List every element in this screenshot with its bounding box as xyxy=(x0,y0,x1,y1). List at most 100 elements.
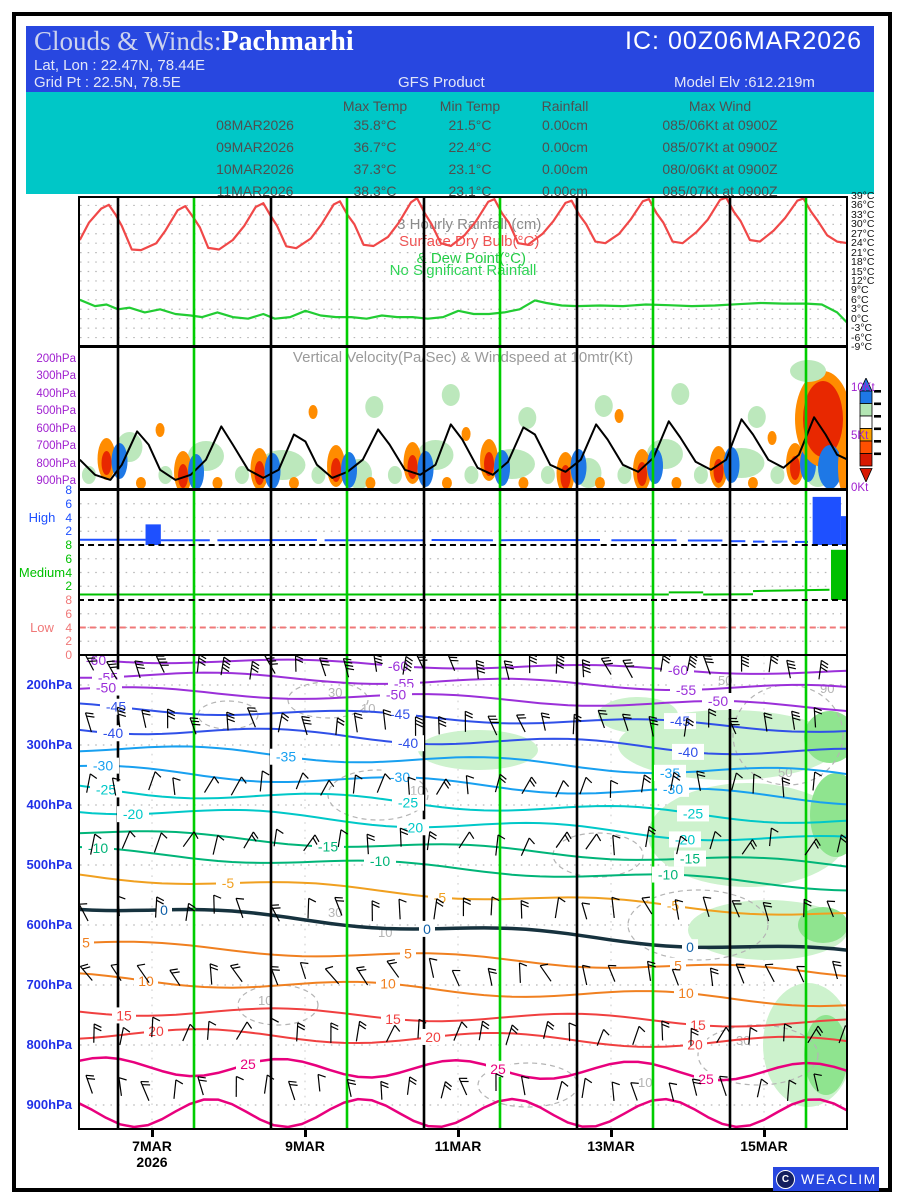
high-cloud-panel xyxy=(79,490,848,545)
svg-text:-50: -50 xyxy=(96,680,116,696)
table-cell: 0.00cm xyxy=(542,139,588,155)
divider xyxy=(78,653,848,656)
svg-text:-10: -10 xyxy=(658,867,678,883)
table-cell: 085/07Kt at 0900Z xyxy=(662,183,778,199)
svg-text:-60: -60 xyxy=(668,662,688,678)
svg-text:10: 10 xyxy=(380,976,396,992)
svg-text:-20: -20 xyxy=(403,819,423,835)
svg-text:-30: -30 xyxy=(390,769,410,785)
title-prefix: Clouds & Winds: xyxy=(34,26,222,56)
svg-text:-15: -15 xyxy=(680,851,700,867)
table-header: Rainfall xyxy=(541,98,589,114)
page-border xyxy=(12,12,892,1192)
vv-panel-title: Vertical Velocity(Pa/Sec) & Windspeed at… xyxy=(292,349,634,366)
svg-text:-25: -25 xyxy=(398,795,418,811)
table-cell: 0.00cm xyxy=(542,161,588,177)
divider-dashed xyxy=(78,599,848,601)
vertical-velocity-panel xyxy=(79,347,848,490)
svg-text:10: 10 xyxy=(138,973,154,989)
table-cell: 22.4°C xyxy=(448,139,492,155)
svg-text:25: 25 xyxy=(490,1061,506,1077)
svg-text:-40: -40 xyxy=(678,744,698,760)
table-cell: 0.00cm xyxy=(542,117,588,133)
header-title-row: Clouds & Winds:Pachmarhi IC: 00Z06MAR202… xyxy=(26,26,874,57)
low-cloud-panel xyxy=(79,600,848,655)
svg-text:-25: -25 xyxy=(96,781,116,797)
gridpt-text: Grid Pt : 22.5N, 78.5E xyxy=(34,74,181,91)
svg-text:-10: -10 xyxy=(370,853,390,869)
table-cell: 085/06Kt at 0900Z xyxy=(662,117,778,133)
divider-dashed xyxy=(78,544,848,546)
table-header: Min Temp xyxy=(439,98,501,114)
dewpoint-title: & Dew Point(°C) xyxy=(416,250,527,267)
svg-text:10: 10 xyxy=(258,993,272,1008)
svg-text:-20: -20 xyxy=(123,806,143,822)
svg-text:10: 10 xyxy=(678,985,694,1001)
model-elev-text: Model Elv :612.219m xyxy=(674,74,815,91)
svg-text:-55: -55 xyxy=(676,682,696,698)
svg-text:-50: -50 xyxy=(708,693,728,709)
table-row: 09MAR2026 36.7°C 22.4°C 0.00cm 085/07Kt at 0… xyxy=(26,138,874,156)
latlon-row: Lat, Lon : 22.47N, 78.44E xyxy=(26,57,874,74)
svg-text:5: 5 xyxy=(82,935,90,951)
product-text: GFS Product xyxy=(398,74,485,91)
table-cell: 23.1°C xyxy=(448,183,492,199)
svg-text:20: 20 xyxy=(425,1029,441,1045)
logo-text: WEACLIM xyxy=(801,1171,877,1187)
svg-text:30: 30 xyxy=(736,1033,750,1048)
svg-text:0: 0 xyxy=(686,939,694,955)
table-header: Max Wind xyxy=(688,98,752,114)
svg-text:-5: -5 xyxy=(667,898,680,914)
station-name: Pachmarhi xyxy=(221,26,354,57)
svg-text:25: 25 xyxy=(240,1056,256,1072)
svg-text:10: 10 xyxy=(638,1075,652,1090)
svg-text:-45: -45 xyxy=(390,706,410,722)
svg-text:-5: -5 xyxy=(222,875,235,891)
table-cell: 36.7°C xyxy=(353,139,397,155)
svg-text:-40: -40 xyxy=(398,735,418,751)
table-header: Max Temp xyxy=(342,98,408,114)
svg-text:-25: -25 xyxy=(683,805,703,821)
svg-text:-40: -40 xyxy=(103,725,123,741)
svg-text:-15: -15 xyxy=(318,839,338,855)
table-cell: 38.3°C xyxy=(353,183,397,199)
svg-text:5: 5 xyxy=(674,958,682,974)
svg-text:0: 0 xyxy=(423,921,431,937)
weaclim-logo[interactable]: C WEACLIM xyxy=(773,1167,879,1191)
table-cell: 35.8°C xyxy=(353,117,397,133)
table-row: 11MAR2026 38.3°C 23.1°C 0.00cm 085/07Kt at 0… xyxy=(26,182,874,200)
table-cell: 08MAR2026 xyxy=(216,117,294,133)
gridpt-row: Grid Pt : 22.5N, 78.5E GFS Product Model… xyxy=(26,74,874,91)
surface-temp-dew-panel xyxy=(78,196,848,347)
table-cell: 09MAR2026 xyxy=(216,139,294,155)
table-cell: 37.3°C xyxy=(353,161,397,177)
medium-cloud-panel xyxy=(79,545,848,600)
svg-text:15: 15 xyxy=(116,1007,132,1023)
svg-text:-45: -45 xyxy=(106,699,126,715)
table-row: 08MAR2026 35.8°C 21.5°C 0.00cm 085/06Kt at 0… xyxy=(26,116,874,134)
table-cell: 21.5°C xyxy=(448,117,492,133)
table-header-row: Max Temp Min Temp Rainfall Max Wind xyxy=(26,97,874,115)
svg-text:-35: -35 xyxy=(276,749,296,765)
svg-text:-45: -45 xyxy=(670,713,690,729)
table-cell: 11MAR2026 xyxy=(216,183,294,199)
svg-text:5: 5 xyxy=(404,945,412,961)
table-cell: 085/07Kt at 0900Z xyxy=(662,139,778,155)
latlon-text: Lat, Lon : 22.47N, 78.44E xyxy=(34,57,205,74)
header: Clouds & Winds:Pachmarhi IC: 00Z06MAR202… xyxy=(26,26,874,92)
table-cell: 0.00cm xyxy=(542,183,588,199)
divider xyxy=(78,345,848,348)
table-cell: 23.1°C xyxy=(448,161,492,177)
table-row: 10MAR2026 37.3°C 23.1°C 0.00cm 080/06Kt at 0… xyxy=(26,160,874,178)
svg-text:10: 10 xyxy=(410,783,424,798)
chart-frame xyxy=(78,196,848,1130)
vv-colorbar-legend xyxy=(859,378,881,482)
svg-text:15: 15 xyxy=(385,1011,401,1027)
copyright-icon: C xyxy=(776,1169,795,1189)
svg-text:0: 0 xyxy=(160,902,168,918)
svg-text:-30: -30 xyxy=(93,758,113,774)
divider xyxy=(78,488,848,491)
table-cell: 10MAR2026 xyxy=(216,161,294,177)
